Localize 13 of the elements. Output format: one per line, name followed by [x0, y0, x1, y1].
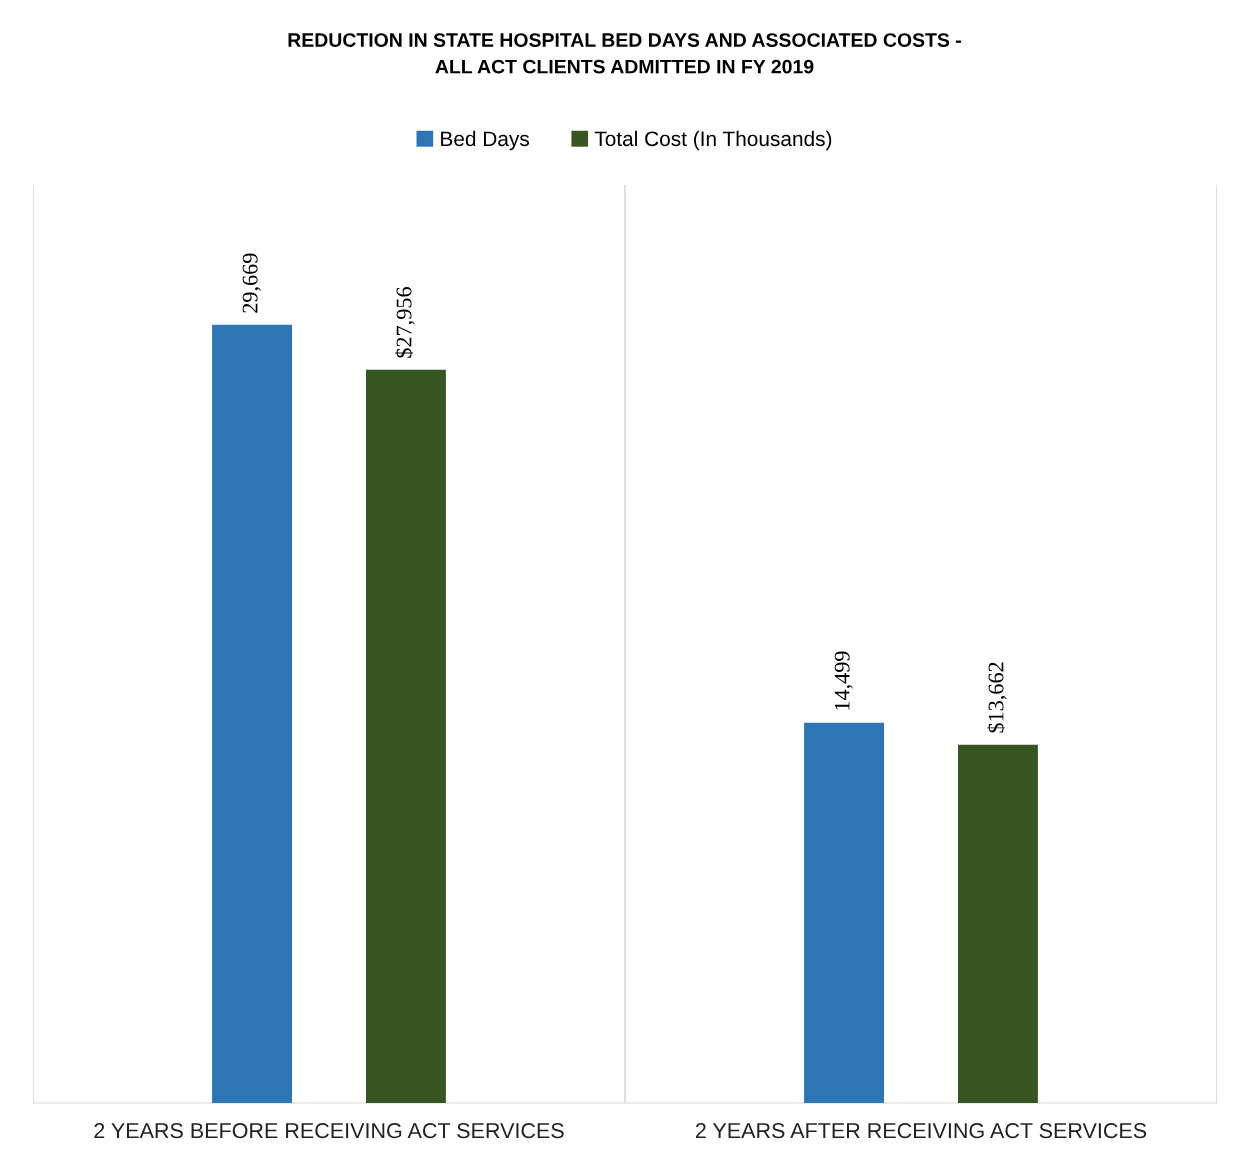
- x-tick-label: 2 YEARS BEFORE RECEIVING ACT SERVICES: [94, 1123, 564, 1139]
- legend-label: Bed Days: [441, 130, 529, 151]
- bar: [958, 744, 1038, 1103]
- bar: [804, 722, 884, 1103]
- bar: [366, 369, 446, 1103]
- bar: [212, 324, 292, 1103]
- data-label: 29,669: [242, 253, 261, 313]
- data-label: $27,956: [395, 287, 415, 358]
- data-label: $13,662: [987, 662, 1007, 733]
- chart-title: REDUCTION IN STATE HOSPITAL BED DAYS AND ASSOCIATED COSTS - ALL ACT CLIENTS ADMITTED IN FY 2019: [288, 33, 961, 74]
- data-label: 14,499: [834, 651, 853, 710]
- x-tick-label: 2 YEARS AFTER RECEIVING ACT SERVICES: [695, 1123, 1147, 1139]
- legend-label: Total Cost (In Thousands): [594, 130, 832, 151]
